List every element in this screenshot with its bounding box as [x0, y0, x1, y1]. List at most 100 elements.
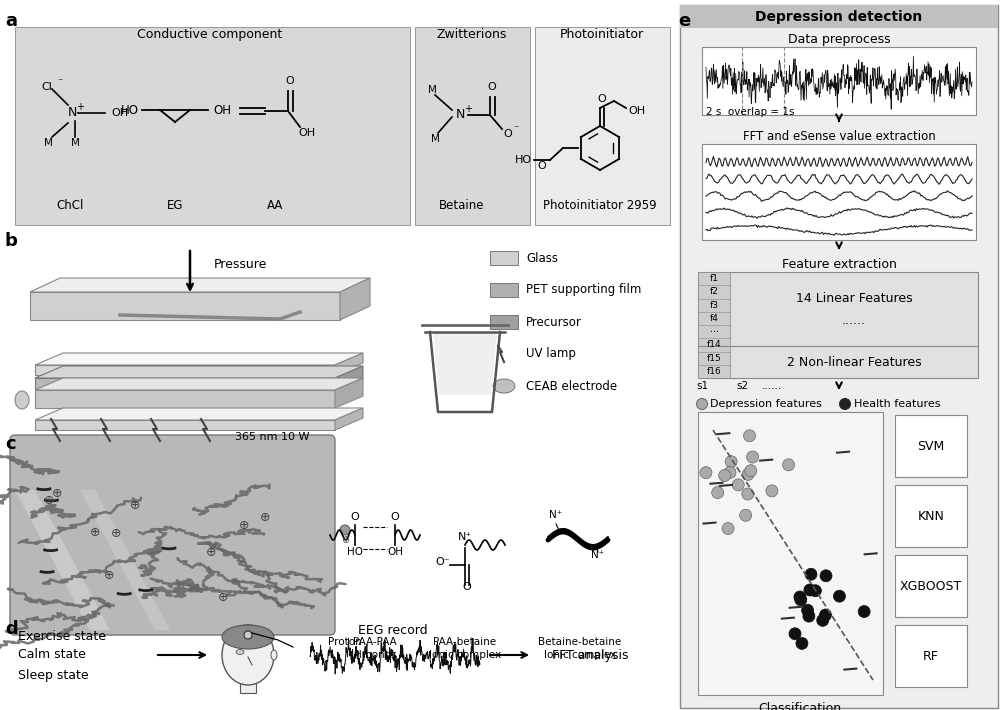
Ellipse shape [222, 625, 274, 649]
Text: s1: s1 [696, 381, 708, 391]
Bar [698, 272, 978, 378]
Text: OH: OH [387, 547, 403, 557]
Bar [15, 27, 410, 225]
Text: f1: f1 [710, 274, 718, 283]
Bar [490, 251, 518, 265]
Circle shape [805, 568, 817, 580]
Polygon shape [15, 490, 110, 630]
Circle shape [725, 456, 737, 468]
Polygon shape [35, 366, 363, 378]
Text: d: d [5, 620, 18, 638]
Text: Depression detection: Depression detection [755, 10, 923, 24]
Bar [680, 5, 998, 28]
Bar [702, 47, 976, 115]
Text: ......: ...... [762, 381, 782, 391]
Text: CEAB electrode: CEAB electrode [526, 380, 617, 393]
Text: UV lamp: UV lamp [526, 347, 576, 361]
Bar [490, 283, 518, 297]
Text: f3: f3 [710, 300, 718, 310]
Text: HO: HO [514, 155, 532, 165]
Text: b: b [5, 232, 18, 250]
Text: O⁻: O⁻ [436, 557, 450, 567]
Text: ⊕: ⊕ [104, 569, 114, 581]
Text: ⊕: ⊕ [130, 499, 140, 512]
Text: Conductive component: Conductive component [137, 28, 283, 41]
Polygon shape [35, 378, 363, 390]
Polygon shape [340, 278, 370, 320]
Polygon shape [30, 278, 370, 292]
Text: O: O [351, 512, 359, 522]
Text: HO: HO [121, 104, 139, 116]
Text: AA: AA [267, 199, 283, 212]
Text: ⊕: ⊕ [90, 526, 100, 539]
Text: Zwitterions: Zwitterions [437, 28, 507, 41]
Text: ⊕: ⊕ [260, 510, 270, 524]
Circle shape [817, 614, 829, 626]
Text: HO: HO [347, 547, 363, 557]
Text: ⊕: ⊕ [239, 519, 249, 532]
Circle shape [747, 451, 759, 463]
Circle shape [700, 466, 712, 479]
Text: Photoinitiator 2959: Photoinitiator 2959 [543, 199, 657, 212]
Text: N⁺: N⁺ [549, 510, 563, 520]
Text: ⊕: ⊕ [52, 488, 62, 501]
Circle shape [742, 488, 754, 500]
Text: 365 nm 10 W: 365 nm 10 W [235, 432, 310, 442]
Text: N: N [455, 109, 465, 121]
Text: ⁻: ⁻ [513, 124, 519, 134]
Text: e: e [678, 12, 690, 30]
Text: Sleep state: Sleep state [18, 669, 89, 682]
Polygon shape [30, 292, 340, 320]
Text: ⋯: ⋯ [710, 327, 718, 336]
Text: Glass: Glass [526, 251, 558, 265]
Text: OH: OH [298, 128, 316, 138]
Text: f16: f16 [707, 367, 721, 376]
Text: N⁺: N⁺ [591, 550, 605, 560]
Text: c: c [5, 435, 16, 453]
Circle shape [732, 479, 744, 491]
Bar [698, 412, 883, 695]
Bar [490, 315, 518, 329]
Ellipse shape [222, 625, 274, 685]
Text: f14: f14 [707, 340, 721, 349]
Circle shape [722, 523, 734, 535]
Text: O: O [463, 582, 471, 592]
Text: XGBOOST: XGBOOST [900, 579, 962, 593]
Bar [895, 485, 967, 547]
Text: FFT analysis: FFT analysis [552, 648, 628, 662]
Text: RF: RF [923, 650, 939, 662]
Circle shape [740, 509, 752, 521]
Text: ⁻: ⁻ [57, 77, 63, 87]
Text: Calm state: Calm state [18, 648, 86, 662]
Circle shape [696, 398, 708, 410]
Text: O: O [538, 161, 546, 171]
Text: N⁺: N⁺ [458, 532, 472, 542]
Text: f2: f2 [710, 288, 718, 296]
Bar [680, 5, 998, 708]
Bar [415, 27, 530, 225]
Text: ⊕: ⊕ [218, 591, 229, 604]
Bar [698, 272, 730, 378]
Text: O: O [488, 82, 496, 92]
Polygon shape [335, 366, 363, 390]
Text: O: O [598, 94, 606, 104]
Text: N: N [67, 106, 77, 119]
Text: ⊕: ⊕ [341, 535, 349, 545]
Circle shape [795, 594, 807, 606]
Polygon shape [80, 490, 170, 630]
Text: PAA-betaine
Ionic complex: PAA-betaine Ionic complex [429, 637, 501, 660]
Circle shape [840, 398, 850, 410]
Text: +: + [464, 104, 472, 114]
Circle shape [804, 584, 816, 596]
Polygon shape [35, 408, 363, 420]
Circle shape [796, 638, 808, 650]
Bar [895, 625, 967, 687]
Text: Betaine: Betaine [439, 199, 485, 212]
Text: O: O [504, 129, 512, 139]
Text: Cl: Cl [41, 82, 52, 92]
Bar [702, 144, 976, 240]
Text: Feature extraction: Feature extraction [782, 258, 896, 271]
Text: Depression features: Depression features [710, 399, 822, 409]
Text: OH: OH [111, 108, 129, 118]
Bar [535, 27, 670, 225]
